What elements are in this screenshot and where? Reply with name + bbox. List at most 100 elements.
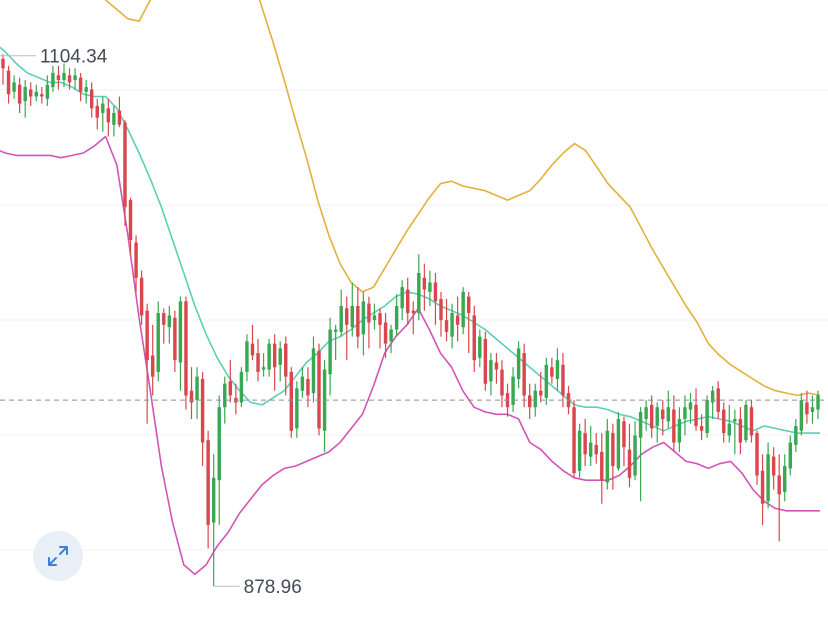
candle-63	[345, 296, 349, 361]
candle-95	[522, 343, 526, 408]
candle-body	[422, 277, 427, 290]
candle-24	[128, 197, 133, 255]
candle-body	[733, 418, 737, 422]
candle-body	[483, 338, 488, 384]
candle-130	[716, 381, 720, 419]
candle-body	[522, 353, 526, 396]
candle-body	[272, 343, 277, 368]
candle-98	[539, 371, 543, 403]
candle-body	[810, 407, 815, 412]
candle-body	[51, 72, 55, 88]
candle-20	[106, 98, 111, 137]
candle-58	[317, 343, 321, 436]
candle-body	[450, 313, 454, 337]
candle-body	[677, 418, 682, 443]
candle-body	[239, 371, 244, 403]
candle-30	[162, 308, 166, 344]
candle-42	[228, 360, 233, 403]
candle-134	[738, 407, 743, 455]
candle-33	[178, 296, 183, 391]
candle-50	[272, 334, 277, 391]
candle-body	[228, 381, 233, 396]
candle-15	[78, 72, 83, 102]
candle-body	[356, 306, 360, 337]
candle-11	[56, 65, 61, 90]
candle-119	[655, 402, 659, 443]
candle-120	[661, 400, 665, 436]
candle-19	[101, 96, 105, 132]
candle-17	[89, 82, 94, 118]
candle-59	[322, 360, 327, 452]
candle-48	[261, 353, 266, 377]
candle-113	[622, 416, 626, 467]
candle-body	[394, 306, 399, 330]
candle-body	[123, 122, 127, 208]
candle-body	[250, 343, 255, 356]
candle-64	[350, 282, 355, 337]
candle-60	[328, 317, 332, 396]
candle-body	[699, 426, 704, 431]
candle-148	[816, 390, 820, 419]
candle-body	[461, 291, 465, 328]
candle-body	[760, 470, 765, 504]
candle-body	[428, 282, 432, 292]
candle-body	[755, 433, 759, 476]
candle-90	[494, 353, 499, 384]
candle-body	[306, 378, 310, 396]
bollinger-bands	[0, 0, 821, 576]
candle-93	[511, 367, 515, 412]
candle-body	[112, 112, 116, 125]
candle-123	[677, 407, 682, 452]
candle-body	[727, 423, 732, 436]
candle-body	[6, 70, 11, 95]
candle-body	[139, 277, 144, 316]
candle-108	[594, 433, 598, 464]
candle-26	[139, 270, 144, 325]
candle-74	[406, 277, 410, 325]
candle-body	[799, 400, 804, 431]
candle-body	[333, 329, 338, 332]
candle-68	[372, 303, 377, 330]
candle-110	[605, 418, 610, 490]
candle-body	[372, 315, 377, 321]
candle-body	[89, 89, 94, 109]
candle-body	[655, 407, 659, 427]
candle-142	[783, 454, 787, 502]
candle-body	[339, 306, 343, 332]
max-value-label: 1104.34	[40, 47, 108, 68]
expand-chart-button[interactable]	[33, 531, 83, 581]
candle-71	[389, 324, 393, 354]
candle-body	[101, 103, 105, 113]
candle-body	[345, 308, 349, 325]
candle-body	[367, 303, 371, 323]
candle-76	[417, 254, 421, 321]
candle-body	[794, 426, 798, 445]
candle-144	[794, 418, 798, 452]
candle-96	[527, 383, 532, 419]
candle-61	[333, 324, 338, 361]
candle-94	[516, 341, 521, 389]
candle-body	[672, 409, 676, 443]
upper-band-line	[104, 0, 821, 397]
candle-body	[550, 367, 554, 377]
candle-129	[710, 386, 715, 419]
candle-body	[433, 282, 438, 302]
candle-126	[694, 388, 698, 431]
candle-body	[661, 409, 665, 419]
candle-body	[389, 329, 393, 342]
candle-body	[439, 298, 443, 321]
candle-51	[278, 341, 282, 382]
candle-body	[23, 87, 27, 102]
candle-body	[527, 395, 532, 408]
candle-139	[766, 442, 770, 509]
candle-body	[744, 404, 748, 441]
candle-body	[361, 301, 366, 335]
candle-49	[267, 338, 271, 377]
candle-122	[672, 395, 676, 452]
candle-46	[250, 324, 255, 361]
candle-5	[23, 80, 27, 118]
candle-body	[29, 89, 33, 97]
candle-143	[788, 435, 792, 476]
